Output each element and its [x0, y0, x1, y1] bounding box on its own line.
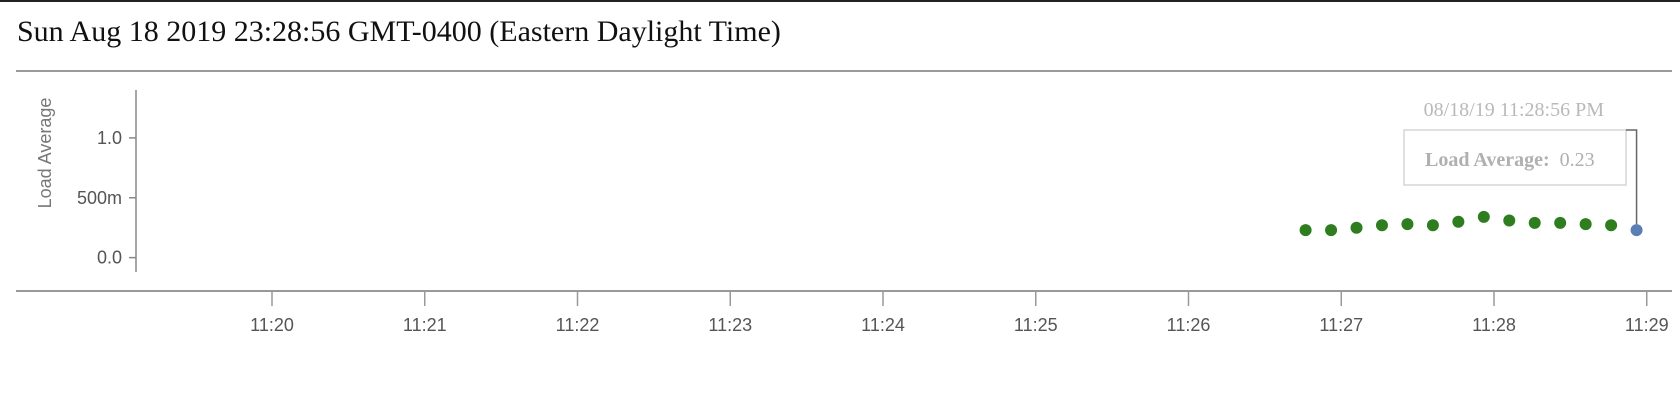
data-point [1605, 219, 1618, 232]
x-tick-label: 11:25 [1014, 315, 1058, 335]
highlighted-data-point[interactable] [1630, 224, 1643, 237]
top-border [0, 0, 1680, 2]
data-point [1554, 216, 1567, 229]
x-tick-label: 11:21 [403, 315, 447, 335]
data-point [1426, 219, 1439, 232]
y-ticks: 0.0 500m 1.0 [77, 128, 136, 268]
data-point [1401, 218, 1414, 231]
data-point [1375, 219, 1388, 232]
data-point [1325, 224, 1338, 237]
x-tick-label: 11:20 [250, 315, 294, 335]
x-tick-label: 11:23 [708, 315, 752, 335]
tooltip-content: Load Average: 0.23 [1425, 149, 1595, 171]
x-tick-label: 11:22 [556, 315, 600, 335]
y-axis-label: Load Average [35, 98, 55, 209]
tooltip-leader-line [1626, 129, 1638, 225]
x-tick-label: 11:29 [1625, 315, 1669, 335]
data-point [1350, 221, 1363, 234]
x-tick-label: 11:26 [1167, 315, 1211, 335]
y-tick-label: 1.0 [97, 128, 122, 148]
tooltip-time: 08/18/19 11:28:56 PM [1424, 99, 1605, 121]
tooltip-box [1403, 129, 1627, 186]
data-point [1503, 214, 1516, 227]
x-tick-label: 11:27 [1319, 315, 1363, 335]
data-point [1299, 224, 1312, 237]
tooltip-value: 0.23 [1560, 149, 1595, 171]
data-point [1579, 218, 1592, 231]
y-tick-label: 500m [77, 188, 122, 208]
data-point [1477, 210, 1490, 223]
page-title: Sun Aug 18 2019 23:28:56 GMT-0400 (Easte… [17, 15, 781, 48]
title-divider [16, 70, 1672, 72]
y-tick-label: 0.0 [97, 248, 122, 268]
tooltip: 08/18/19 11:28:56 PM Load Average: 0.23 [1403, 99, 1638, 225]
x-ticks: 11:20 11:21 11:22 11:23 11:24 11:25 11:26 11:27… [250, 291, 1669, 335]
data-points [1299, 210, 1643, 237]
x-tick-label: 11:24 [861, 315, 905, 335]
x-tick-label: 11:28 [1472, 315, 1516, 335]
data-point [1452, 215, 1465, 228]
tooltip-label: Load Average: [1425, 149, 1550, 171]
data-point [1528, 216, 1541, 229]
